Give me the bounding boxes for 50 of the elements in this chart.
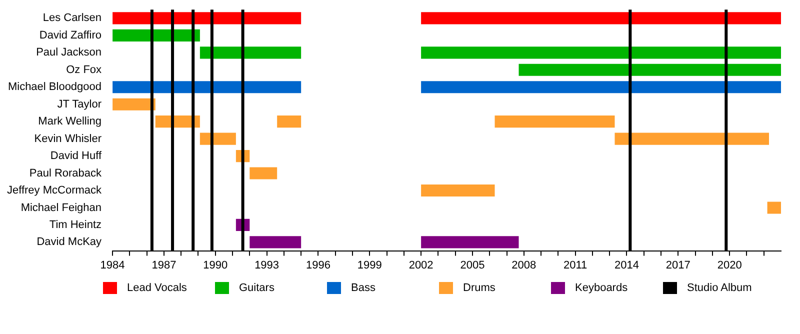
bar — [200, 132, 236, 145]
y-tick-label: Paul Jackson — [36, 46, 102, 59]
legend-label: Drums — [463, 282, 496, 294]
bar — [421, 12, 781, 24]
bar — [614, 132, 769, 145]
bar — [250, 167, 278, 180]
y-tick-label: David Huff — [50, 150, 102, 162]
x-tick-label: 2011 — [563, 259, 588, 272]
x-tick-label: 1996 — [306, 259, 330, 272]
y-tick-label: Michael Feighan — [20, 202, 102, 214]
legend-label: Bass — [351, 282, 376, 294]
bar — [494, 116, 615, 128]
bar — [277, 116, 302, 128]
x-tick-label: 2002 — [408, 259, 434, 272]
bar — [200, 46, 302, 59]
x-tick-label: 2020 — [717, 259, 742, 272]
y-tick-label: David McKay — [36, 236, 102, 248]
x-tick-label: 1984 — [100, 259, 125, 272]
y-tick-label: David Zaffiro — [39, 29, 102, 42]
bar — [112, 12, 302, 24]
x-tick-label: 1999 — [357, 259, 382, 272]
bar — [421, 184, 495, 197]
x-tick-label: 1990 — [203, 259, 228, 272]
x-tick-label: 1993 — [254, 259, 280, 272]
bar — [250, 236, 302, 248]
y-tick-label: Michael Bloodgood — [8, 81, 102, 94]
bar — [421, 81, 781, 94]
x-tick-label: 1987 — [152, 259, 176, 272]
legend-label: Keyboards — [575, 282, 628, 294]
y-tick-label: Oz Fox — [66, 64, 102, 76]
x-tick-label: 2008 — [512, 259, 536, 272]
y-tick-label: Kevin Whisler — [34, 132, 102, 145]
bar — [112, 98, 156, 110]
bar — [112, 81, 302, 94]
y-tick-label: JT Taylor — [57, 98, 102, 110]
bar — [767, 202, 781, 214]
bar — [518, 64, 781, 76]
x-tick-label: 2017 — [666, 259, 690, 272]
y-tick-label: Jeffrey McCormack — [6, 184, 102, 197]
y-tick-label: Tim Heintz — [49, 218, 102, 231]
bar — [421, 46, 781, 59]
y-tick-label: Les Carlsen — [42, 12, 102, 24]
y-tick-label: Mark Welling — [38, 116, 102, 128]
legend-label: Studio Album — [687, 282, 752, 294]
x-tick-label: 2005 — [460, 259, 485, 272]
y-tick-label: Paul Roraback — [29, 167, 102, 180]
legend-label: Lead Vocals — [127, 282, 187, 294]
bar — [421, 236, 519, 248]
legend-label: Guitars — [239, 282, 274, 294]
x-tick-label: 2014 — [614, 259, 639, 272]
